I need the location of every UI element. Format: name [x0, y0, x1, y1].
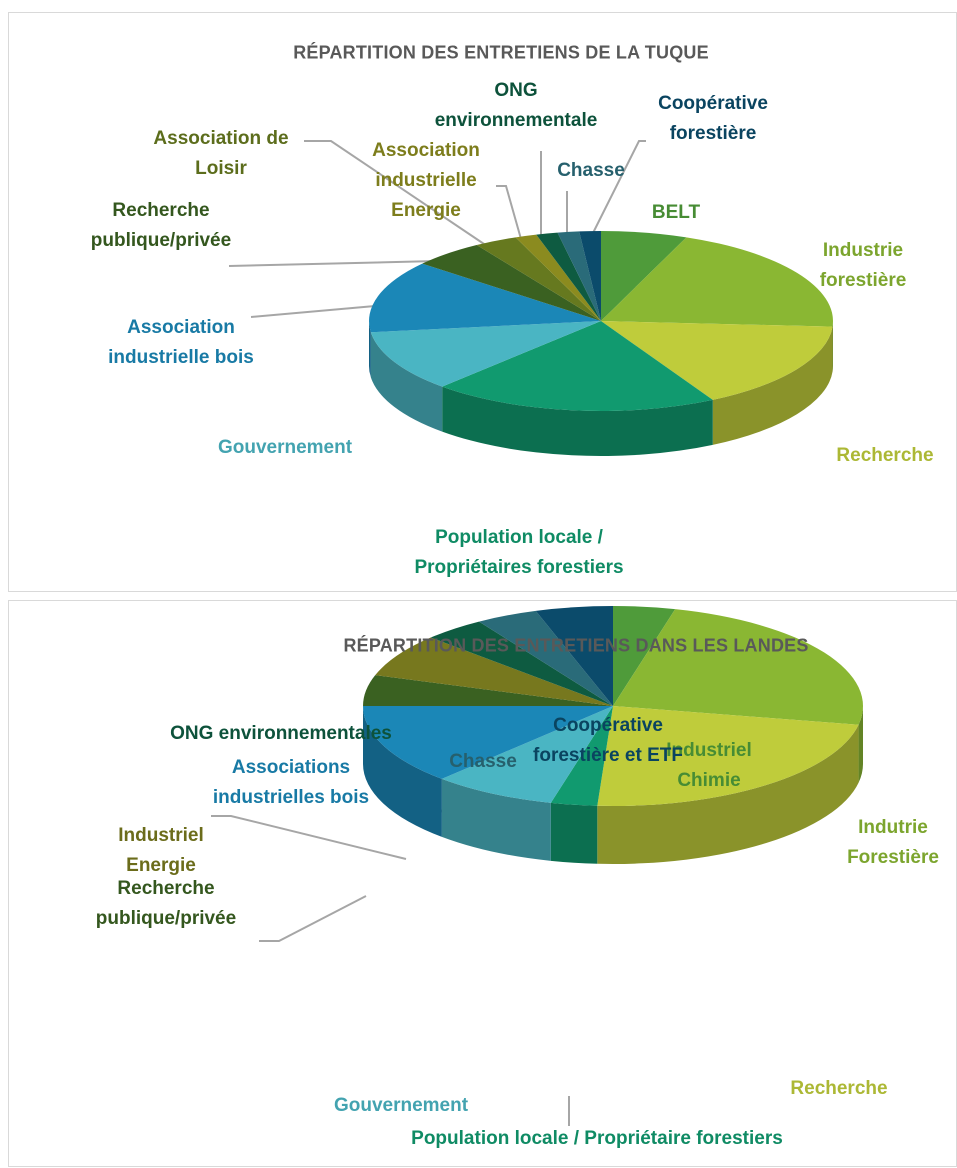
- leader-line: [211, 816, 406, 859]
- leader-line: [251, 306, 375, 317]
- slice-label: Indutrie Forestière: [828, 813, 957, 873]
- slice-label: Recherche: [825, 441, 945, 471]
- slice-label: Association de Loisir: [131, 124, 311, 184]
- slice-label: Association industrielle bois: [106, 313, 256, 373]
- chart-title: RÉPARTITION DES ENTRETIENS DE LA TUQUE: [293, 43, 709, 64]
- pie-slices: [369, 231, 833, 411]
- slice-label: ONG environnementale: [421, 76, 611, 136]
- chart-title: RÉPARTITION DES ENTRETIENS DANS LES LAND…: [343, 636, 808, 657]
- slice-label: Recherche publique/privée: [71, 196, 251, 256]
- slice-label: Association industrielle Energie: [351, 136, 501, 226]
- chart-panel: RÉPARTITION DES ENTRETIENS DE LA TUQUE BE…: [8, 12, 957, 592]
- slice-label: Population locale / Propriétaires forest…: [374, 523, 664, 583]
- chart-panel: RÉPARTITION DES ENTRETIENS DANS LES LAND…: [8, 600, 957, 1167]
- slice-label: Coopérative forestière: [633, 89, 793, 149]
- slice-label: Population locale / Propriétaire foresti…: [347, 1124, 847, 1154]
- slice-label: Associations industrielles bois: [211, 753, 371, 813]
- leader-line: [593, 141, 646, 233]
- slice-label: Recherche: [774, 1074, 904, 1104]
- slice-side: [551, 803, 597, 864]
- slice-label: ONG environnementales: [166, 719, 396, 749]
- slice-label: Chasse: [546, 156, 636, 186]
- slice-label: Gouvernement: [301, 1091, 501, 1121]
- leader-line: [229, 261, 437, 266]
- slice-label: Chasse: [438, 747, 528, 777]
- slice-label: Recherche publique/privée: [71, 874, 261, 934]
- slice-label: Industriel Energie: [96, 821, 226, 881]
- slice-label: Gouvernement: [185, 433, 385, 463]
- slice-label: Industrie forestière: [798, 236, 928, 296]
- leader-line: [259, 896, 366, 941]
- slice-label: Coopérative forestière et ETF: [528, 711, 688, 771]
- slice-label: BELT: [641, 198, 711, 228]
